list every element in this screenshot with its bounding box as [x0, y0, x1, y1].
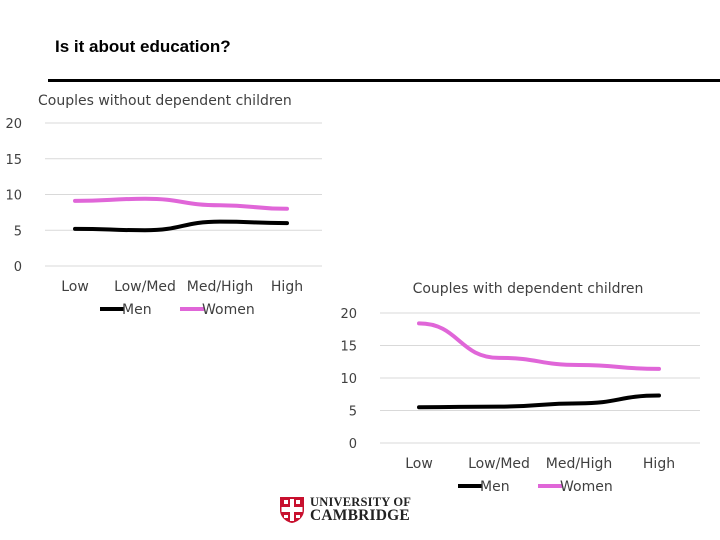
chart-2-x-tick-label: Low	[405, 456, 433, 472]
chart-2-title: Couples with dependent children	[413, 281, 644, 297]
chart-1-x-tick-label: Low	[61, 279, 89, 295]
logo-wordmark: UNIVERSITY OF CAMBRIDGE	[310, 495, 412, 524]
chart-1-legend-label-men: Men	[122, 302, 152, 318]
chart-1-series-men-line	[73, 219, 289, 233]
chart-2-y-tick-label: 5	[349, 405, 357, 420]
chart-2-legend-label-women: Women	[560, 479, 613, 495]
chart-1-legend-label-women: Women	[202, 302, 255, 318]
slide-title: Is it about education?	[55, 37, 231, 56]
chart-1-y-tick-label: 5	[14, 224, 22, 239]
title-divider	[48, 79, 720, 82]
chart-2-y-tick-label: 0	[349, 437, 357, 452]
chart-1-y-tick-label: 15	[5, 153, 22, 168]
chart-1-x-tick-label: Low/Med	[114, 279, 176, 295]
chart-2-y-tick-label: 20	[340, 307, 357, 322]
chart-1-series-women-line	[73, 196, 289, 211]
chart-2-x-tick-label: High	[643, 456, 675, 472]
chart-2-series-men-line	[417, 393, 661, 410]
chart-2-y-tick-label: 15	[340, 340, 357, 355]
chart-1-y-tick-label: 20	[5, 117, 22, 132]
chart-1-y-tick-label: 10	[5, 189, 22, 204]
university-logo: UNIVERSITY OF CAMBRIDGE	[279, 496, 421, 524]
cambridge-shield-icon	[280, 497, 304, 523]
chart-1-title: Couples without dependent children	[38, 93, 292, 109]
chart-1-x-tick-label: High	[271, 279, 303, 295]
chart-2-series-women-line	[417, 321, 661, 371]
logo-line2: CAMBRIDGE	[310, 507, 410, 524]
logo-line1: UNIVERSITY OF	[310, 495, 412, 509]
chart-2-x-tick-label: Low/Med	[468, 456, 530, 472]
chart-2-x-tick-label: Med/High	[546, 456, 612, 472]
chart-1-y-tick-label: 0	[14, 260, 22, 275]
chart-2-y-tick-label: 10	[340, 372, 357, 387]
chart-1-x-tick-label: Med/High	[187, 279, 253, 295]
chart-2-legend-label-men: Men	[480, 479, 510, 495]
